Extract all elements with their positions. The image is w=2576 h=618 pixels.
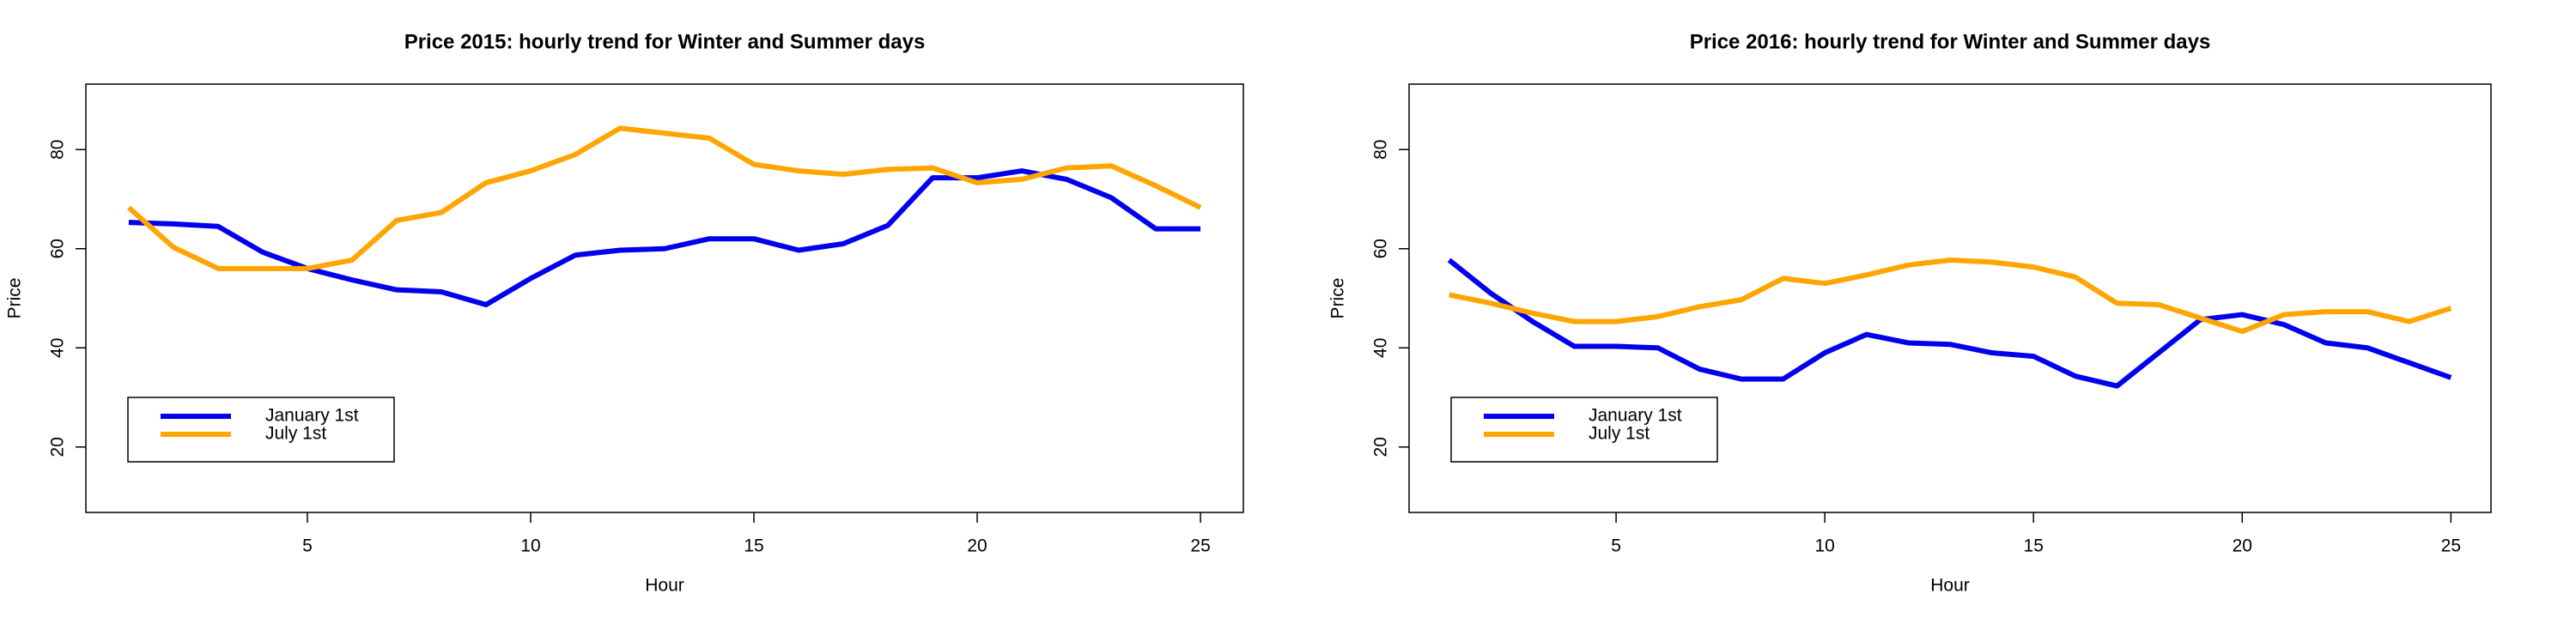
plot-frame [1408,83,2492,513]
chart-title: Price 2015: hourly trend for Winter and … [404,30,926,53]
legend-label: July 1st [265,424,326,444]
data-line [1447,258,2452,389]
data-line [128,168,1201,308]
x-tick-label: 20 [967,536,987,556]
data-line [126,125,1202,271]
y-tick-label: 40 [1371,338,1391,358]
data-line [1449,258,2452,335]
x-tick-label: 25 [1190,536,1210,556]
legend-label: January 1st [265,406,359,426]
legend-box [127,397,395,463]
y-tick-label: 60 [1371,239,1391,258]
legend-label: January 1st [1589,406,1682,426]
x-tick-label: 15 [2024,536,2044,556]
x-tick-label: 20 [2233,536,2252,556]
x-tick-label: 25 [2441,536,2461,556]
x-axis-label: Hour [645,576,684,596]
plot-frame [85,83,1244,513]
x-tick-label: 10 [1814,536,1834,556]
y-tick-label: 60 [48,239,68,258]
x-tick-label: 15 [744,536,763,556]
x-tick-label: 5 [302,536,313,556]
x-tick-label: 5 [1611,536,1621,556]
x-tick-label: 10 [520,536,540,556]
y-axis-label: Price [1328,278,1348,319]
legend-label: July 1st [1589,424,1649,444]
chart: Price 2015: hourly trend for Winter and … [5,30,1244,596]
y-tick-label: 40 [48,338,68,358]
chart-title: Price 2016: hourly trend for Winter and … [1690,30,2211,53]
chart: Price 2016: hourly trend for Winter and … [1328,30,2492,596]
x-axis-label: Hour [1930,576,1970,596]
y-tick-label: 20 [48,437,68,457]
y-tick-label: 20 [1371,437,1391,457]
y-tick-label: 80 [48,140,68,160]
y-axis-label: Price [5,278,25,319]
y-tick-label: 80 [1371,140,1391,160]
legend-box [1450,397,1718,463]
